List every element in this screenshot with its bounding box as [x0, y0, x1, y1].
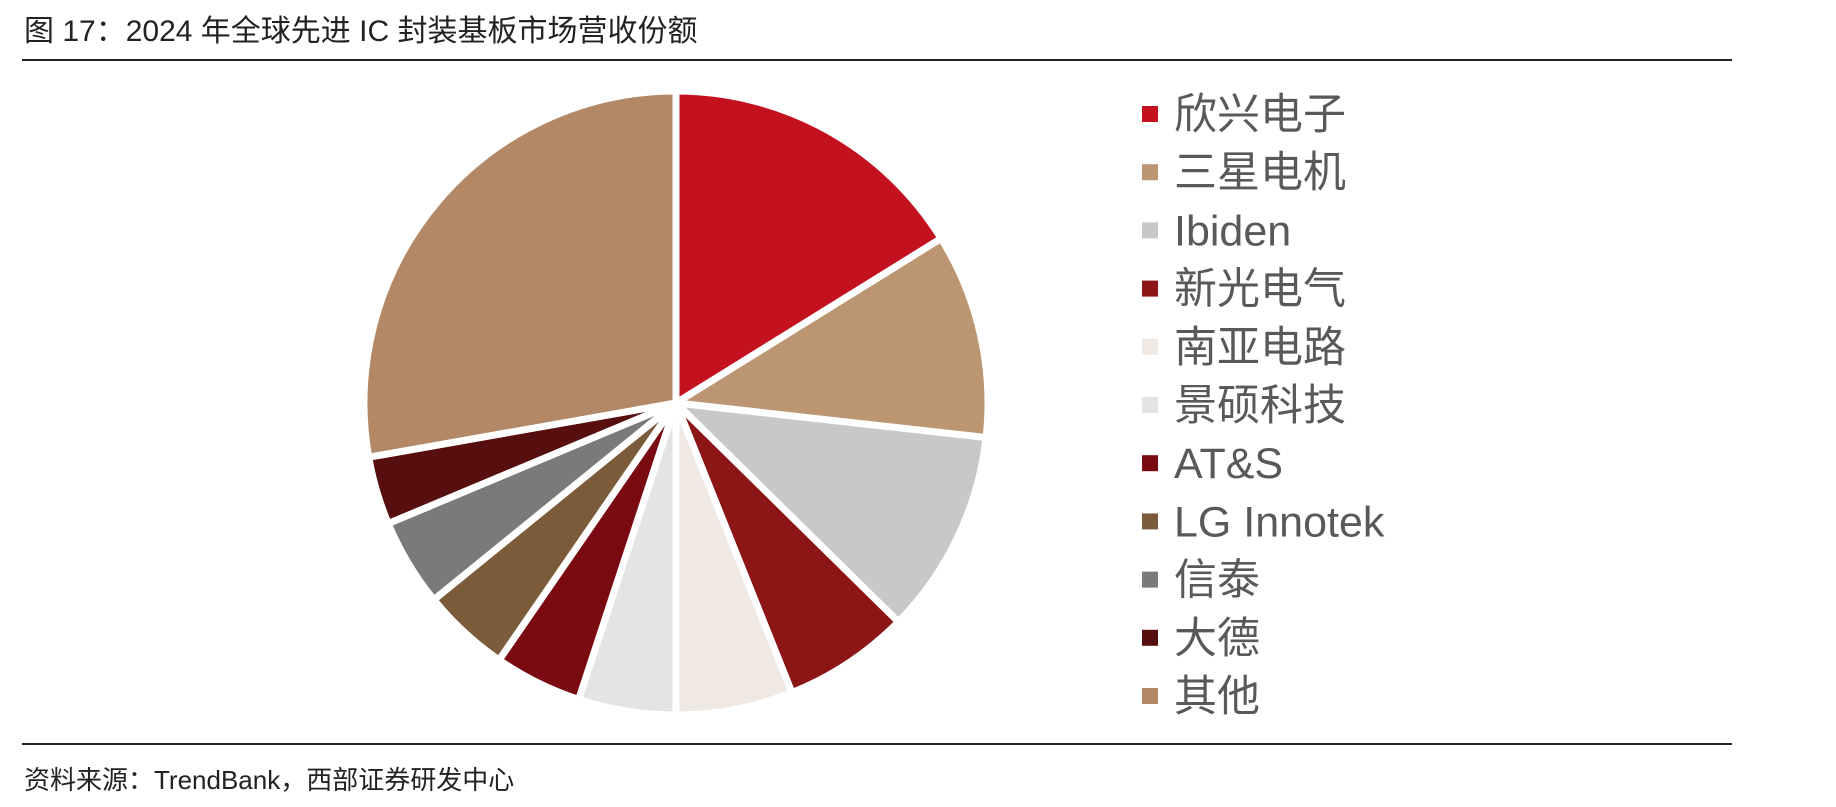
pie-slices: [360, 87, 992, 719]
bottom-rule: [22, 743, 1732, 745]
legend-swatch-10: [1142, 629, 1158, 646]
legend-label-3: Ibiden: [1174, 207, 1291, 255]
pie-slice-1: [672, 87, 945, 407]
legend-label-11: 其他: [1174, 673, 1260, 721]
legend-label-1: 欣兴电子: [1174, 91, 1346, 139]
pie-slice-3: [672, 399, 990, 626]
legend-swatch-11: [1142, 688, 1158, 704]
legend-label-7: AT&S: [1174, 440, 1283, 488]
legend-label-5: 南亚电路: [1174, 324, 1346, 372]
legend-swatch-4: [1142, 280, 1158, 297]
legend-label-6: 景硕科技: [1174, 382, 1346, 430]
pie-slice-2: [672, 235, 992, 442]
figure-title: 图 17：2024 年全球先进 IC 封装基板市场营收份额: [24, 15, 698, 48]
legend-swatch-8: [1142, 513, 1158, 530]
legend-swatch-1: [1142, 106, 1158, 122]
legend-label-2: 三星电机: [1174, 149, 1346, 197]
legend-swatch-9: [1142, 571, 1158, 588]
legend-swatch-6: [1142, 397, 1158, 413]
legend-swatch-7: [1142, 455, 1158, 472]
legend-label-9: 信泰: [1174, 557, 1260, 605]
legend-label-4: 新光电气: [1174, 266, 1346, 314]
legend-swatch-3: [1142, 222, 1158, 239]
legend-label-10: 大德: [1174, 615, 1260, 663]
top-rule: [22, 59, 1732, 61]
legend-swatch-5: [1142, 338, 1158, 355]
legend-swatch-2: [1142, 164, 1158, 181]
source-note: 资料来源：TrendBank，西部证券研发中心: [24, 765, 515, 795]
legend-label-8: LG Innotek: [1174, 498, 1385, 546]
pie-slice-11: [360, 87, 680, 461]
